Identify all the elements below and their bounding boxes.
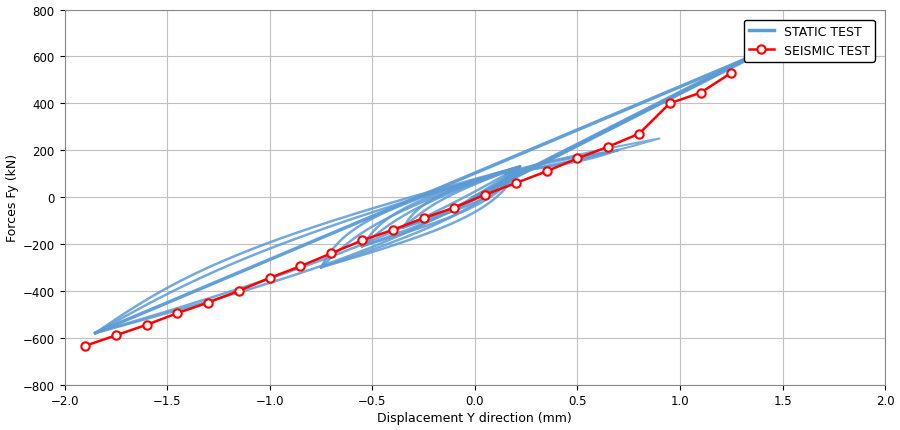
Legend: STATIC TEST, SEISMIC TEST: STATIC TEST, SEISMIC TEST bbox=[743, 21, 875, 63]
Y-axis label: Forces Fy (kN): Forces Fy (kN) bbox=[5, 154, 19, 242]
X-axis label: Displacement Y direction (mm): Displacement Y direction (mm) bbox=[377, 412, 572, 424]
